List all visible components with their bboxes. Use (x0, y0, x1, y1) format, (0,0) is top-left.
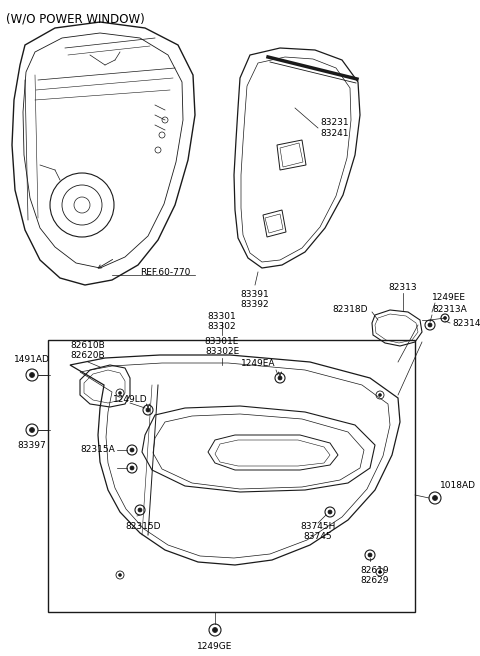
Text: REF.60-770: REF.60-770 (140, 268, 191, 277)
Text: 82313: 82313 (389, 283, 417, 291)
Text: 83397: 83397 (18, 441, 47, 450)
Circle shape (213, 628, 217, 632)
Circle shape (328, 510, 332, 514)
Circle shape (428, 323, 432, 327)
Circle shape (119, 573, 121, 577)
Circle shape (278, 376, 282, 380)
Circle shape (379, 394, 382, 396)
Text: 1249GE: 1249GE (197, 642, 233, 651)
Text: 83391
83392: 83391 83392 (240, 290, 269, 310)
Text: (W/O POWER WINDOW): (W/O POWER WINDOW) (6, 12, 145, 25)
Circle shape (130, 466, 134, 470)
Circle shape (368, 553, 372, 557)
Text: 1249EE: 1249EE (432, 293, 466, 302)
Text: 82318D: 82318D (333, 306, 368, 314)
Circle shape (138, 508, 142, 512)
Circle shape (29, 428, 35, 432)
Text: 83301
83302: 83301 83302 (208, 312, 236, 331)
Text: 1249LD: 1249LD (113, 396, 148, 405)
Text: 83301E
83302E: 83301E 83302E (205, 337, 239, 356)
Circle shape (146, 408, 150, 412)
Text: 82610B
82620B: 82610B 82620B (71, 340, 106, 360)
Text: 1491AD: 1491AD (14, 355, 50, 364)
Text: 1018AD: 1018AD (440, 481, 476, 490)
Circle shape (379, 571, 382, 573)
Text: 82314: 82314 (452, 319, 480, 327)
Text: 82619
82629: 82619 82629 (360, 566, 389, 585)
Circle shape (119, 392, 121, 394)
Text: 83231
83241: 83231 83241 (320, 118, 348, 138)
Circle shape (432, 495, 437, 501)
Circle shape (29, 373, 35, 377)
Text: 82315D: 82315D (125, 522, 160, 531)
Text: 83745H
83745: 83745H 83745 (300, 522, 336, 541)
Text: 82315A: 82315A (80, 445, 115, 455)
Circle shape (444, 316, 446, 319)
Text: 82313A: 82313A (432, 306, 467, 314)
Circle shape (130, 448, 134, 452)
Text: 1249EA: 1249EA (240, 359, 275, 368)
